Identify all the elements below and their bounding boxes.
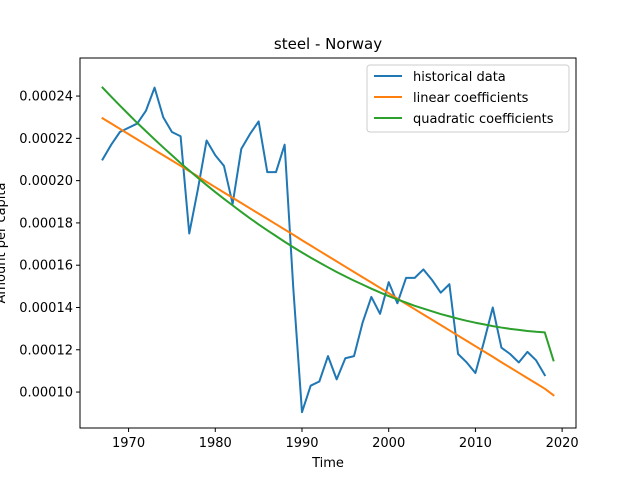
y-tick-label: 0.00022 (19, 132, 73, 147)
series-line-linear-coefficients (101, 116, 555, 397)
plot-area-frame (79, 57, 577, 429)
y-tick-label: 0.00018 (19, 216, 73, 231)
x-tick-label: 1980 (199, 436, 232, 451)
y-tick-label: 0.00020 (19, 174, 73, 189)
legend-frame (366, 64, 570, 133)
x-axis: 1970 1980 1990 2000 2010 2020 (112, 428, 579, 451)
x-axis-label: Time (311, 456, 344, 471)
y-tick-label: 0.00016 (19, 259, 73, 274)
chart-title: steel - Norway (274, 35, 382, 53)
x-tick-label: 2020 (546, 436, 579, 451)
y-tick-label: 0.00010 (19, 386, 73, 401)
y-tick-label: 0.00024 (19, 90, 73, 105)
x-tick-label: 1970 (112, 436, 145, 451)
series-line-historical-data (101, 86, 547, 414)
x-tick-label: 2000 (372, 436, 405, 451)
x-tick-label: 1990 (285, 436, 318, 451)
series-layer (101, 86, 555, 414)
legend-label-quadratic-coefficients: quadratic coefficients (413, 112, 554, 127)
y-axis-label: Amount per capita (0, 183, 9, 304)
y-axis: 0.00010 0.00012 0.00014 0.00016 0.00018 0.000… (19, 90, 80, 401)
y-tick-label: 0.00012 (19, 343, 73, 358)
legend-label-historical-data: historical data (413, 70, 506, 85)
x-tick-label: 2010 (459, 436, 492, 451)
y-tick-label: 0.00014 (19, 301, 73, 316)
legend-label-linear-coefficients: linear coefficients (413, 91, 529, 106)
series-line-quadratic-coefficients (101, 86, 555, 362)
legend: historical data linear coefficients quad… (366, 64, 570, 133)
